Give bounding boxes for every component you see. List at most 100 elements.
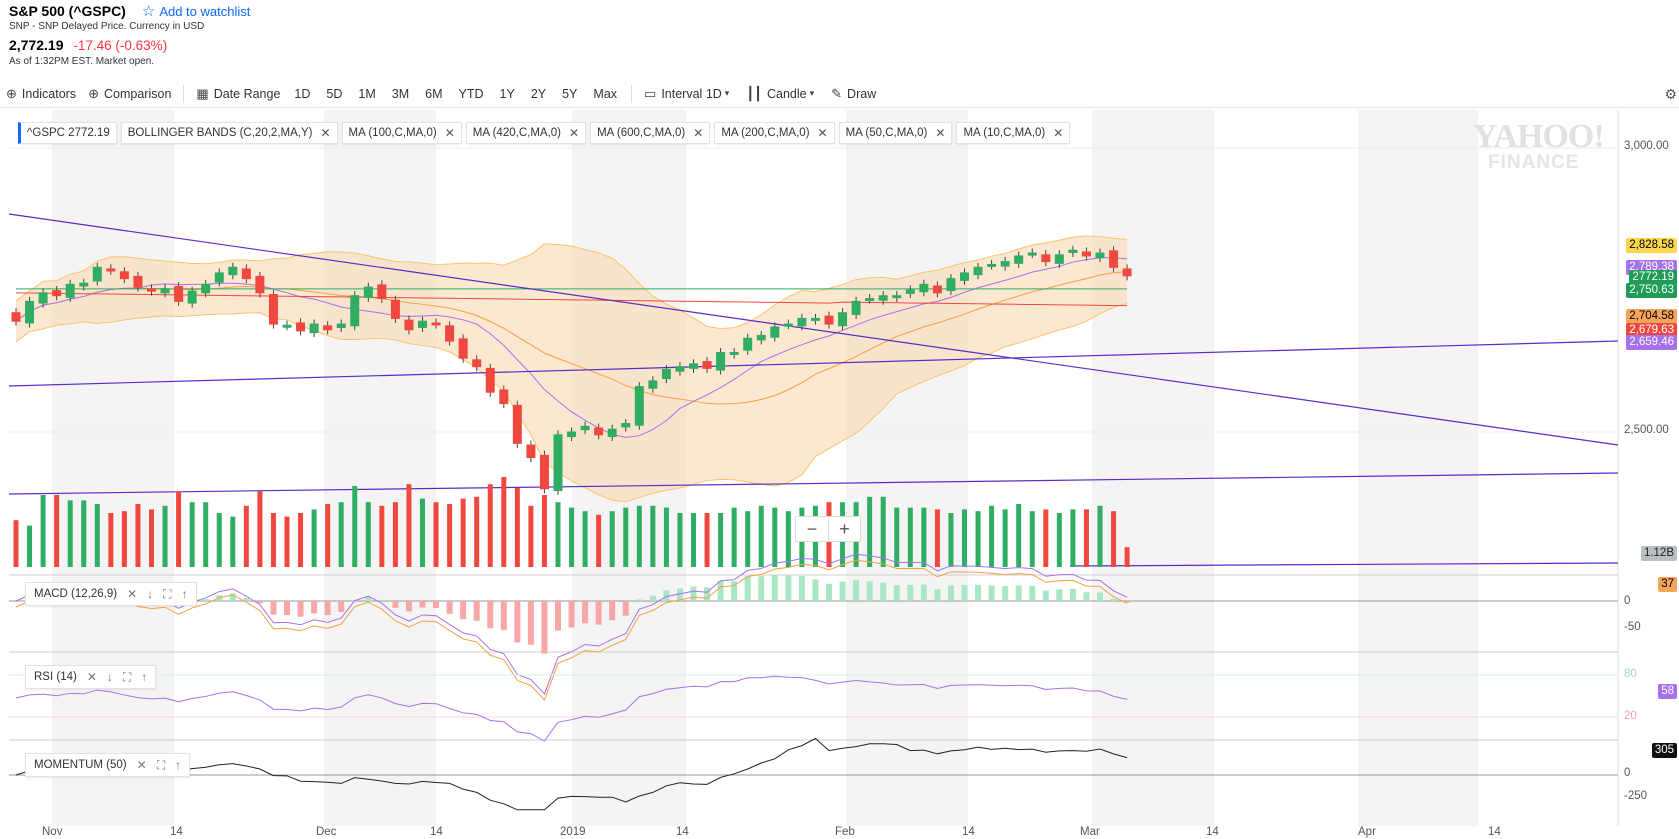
gear-icon[interactable]: ⚙ <box>1664 86 1677 102</box>
candle-body <box>1081 251 1091 257</box>
macd-histogram <box>1042 590 1049 601</box>
macd-histogram <box>1056 589 1063 601</box>
range-ytd[interactable]: YTD <box>458 86 484 101</box>
macd-histogram <box>243 597 250 601</box>
volume-bar <box>948 513 954 567</box>
volume-bar <box>785 511 791 567</box>
candle-body <box>553 434 563 492</box>
arrow-down-icon[interactable]: ↓ <box>147 587 154 601</box>
candle-body <box>404 319 414 331</box>
close-icon[interactable]: ✕ <box>127 587 138 601</box>
month-band <box>1092 110 1214 826</box>
range-2y[interactable]: 2Y <box>530 86 547 101</box>
add-to-watchlist-button[interactable]: ☆ Add to watchlist <box>142 2 251 20</box>
legend-ma-420[interactable]: MA (420,C,MA,0) ✕ <box>465 122 587 144</box>
date-range-button[interactable]: ▦ Date Range <box>190 86 286 102</box>
chevron-down-icon: ▾ <box>809 88 815 98</box>
range-6m[interactable]: 6M <box>425 86 443 101</box>
momentum-panel-label[interactable]: MOMENTUM (50) ✕ ⛶ ↑ <box>25 753 191 777</box>
macd-histogram <box>256 601 263 604</box>
volume-bar <box>894 507 900 567</box>
volume-bar <box>623 507 629 567</box>
legend-ma-100[interactable]: MA (100,C,MA,0) ✕ <box>341 122 462 144</box>
momentum-tick: -250 <box>1624 790 1648 802</box>
bollinger-lower <box>15 302 1128 503</box>
candle-body <box>92 266 102 282</box>
close-icon[interactable]: ✕ <box>935 126 946 140</box>
rsi-panel-label[interactable]: RSI (14) ✕ ↓ ⛶ ↑ <box>25 665 157 689</box>
range-1d[interactable]: 1D <box>294 86 311 101</box>
legend-ma-50[interactable]: MA (50,C,MA,0) ✕ <box>838 122 953 144</box>
price-tag-ma50: 2,750.63 <box>1626 283 1677 298</box>
legend-label: MA (100,C,MA,0) <box>348 127 437 139</box>
candle-body <box>1000 261 1010 267</box>
legend-symbol[interactable]: ^GSPC 2772.19 <box>18 122 117 144</box>
candle-body <box>607 428 617 438</box>
comparison-button[interactable]: ⊕ Comparison <box>82 86 177 102</box>
draw-button[interactable]: ✎ Draw <box>825 86 882 102</box>
chart-type-label: Candle <box>766 86 807 101</box>
candle-body <box>1095 252 1105 259</box>
candle-body <box>865 298 875 302</box>
macd-histogram <box>433 601 440 608</box>
candle-body <box>79 282 89 287</box>
range-1y[interactable]: 1Y <box>499 86 515 101</box>
volume-bar <box>718 513 724 567</box>
comparison-label: Comparison <box>104 86 172 101</box>
candle-body <box>133 275 143 288</box>
y-tick-label: 2,500.00 <box>1624 424 1669 436</box>
close-icon[interactable]: ✕ <box>1053 126 1064 140</box>
indicators-label: Indicators <box>21 86 77 101</box>
candle-body <box>52 290 62 297</box>
legend-ma-600[interactable]: MA (600,C,MA,0) ✕ <box>590 122 711 144</box>
macd-histogram <box>731 581 738 601</box>
range-5y[interactable]: 5Y <box>562 86 578 101</box>
indicators-button[interactable]: ⊕ Indicators <box>0 86 82 102</box>
zoom-out-button[interactable]: − <box>806 518 818 539</box>
range-max[interactable]: Max <box>593 86 618 101</box>
candle-body <box>905 289 915 294</box>
arrow-up-icon[interactable]: ↑ <box>181 587 188 601</box>
expand-icon[interactable]: ⛶ <box>122 669 132 684</box>
candle-body <box>214 272 224 283</box>
range-1m[interactable]: 1M <box>358 86 376 101</box>
macd-histogram <box>1097 592 1103 601</box>
legend-ma-10[interactable]: MA (10,C,MA,0) ✕ <box>956 122 1071 144</box>
arrow-down-icon[interactable]: ↓ <box>106 670 113 684</box>
macd-panel-label[interactable]: MACD (12,26,9) ✕ ↓ ⛶ ↑ <box>25 582 197 606</box>
close-icon[interactable]: ✕ <box>444 126 455 140</box>
close-icon[interactable]: ✕ <box>86 670 97 684</box>
legend-bollinger[interactable]: BOLLINGER BANDS (C,20,2,MA,Y) ✕ <box>120 122 338 144</box>
candle-body <box>526 444 536 459</box>
legend-label: MA (420,C,MA,0) <box>472 127 561 139</box>
volume-bar <box>27 525 33 567</box>
volume-bar <box>135 504 141 567</box>
expand-icon[interactable]: ⛶ <box>163 586 172 601</box>
momentum-tag: 305 <box>1651 743 1677 758</box>
macd-line <box>15 553 1128 696</box>
arrow-up-icon[interactable]: ↑ <box>175 758 182 772</box>
range-5d[interactable]: 5D <box>326 86 343 101</box>
pencil-icon: ✎ <box>831 85 843 101</box>
legend-ma-200[interactable]: MA (200,C,MA,0) ✕ <box>714 122 835 144</box>
close-icon[interactable]: ✕ <box>569 126 580 140</box>
expand-icon[interactable]: ⛶ <box>156 757 166 772</box>
macd-histogram <box>365 597 372 601</box>
candle-body <box>296 322 306 332</box>
macd-histogram <box>785 575 792 601</box>
interval-dropdown[interactable]: ▭ Interval 1D ▾ <box>638 86 740 102</box>
close-icon[interactable]: ✕ <box>136 758 147 772</box>
volume-bar <box>962 509 967 567</box>
candle-body <box>187 290 197 304</box>
rsi-label: RSI (14) <box>34 671 77 683</box>
zoom-in-button[interactable]: + <box>828 517 860 541</box>
chart-type-dropdown[interactable]: ┃┃ Candle ▾ <box>740 86 825 102</box>
close-icon[interactable]: ✕ <box>693 126 704 140</box>
interval-value: 1D <box>705 86 722 101</box>
range-3m[interactable]: 3M <box>391 86 410 101</box>
close-icon[interactable]: ✕ <box>320 126 331 140</box>
arrow-up-icon[interactable]: ↑ <box>141 670 148 684</box>
macd-histogram <box>419 601 426 608</box>
close-icon[interactable]: ✕ <box>817 126 828 140</box>
